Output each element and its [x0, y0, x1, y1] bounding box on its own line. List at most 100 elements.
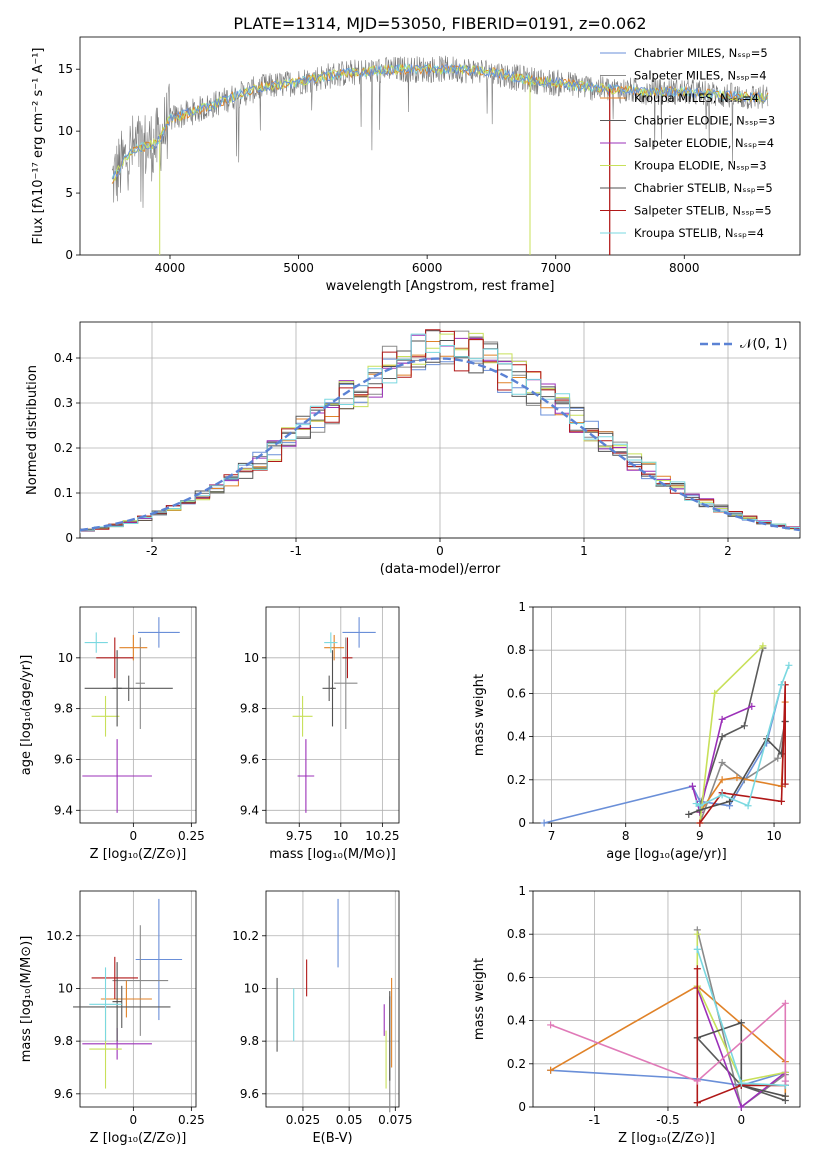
z_age-frame — [79, 606, 197, 824]
y-tick-label: 10 — [58, 124, 73, 138]
weight-line — [550, 1001, 787, 1083]
x-tick-label: 0.025 — [286, 1113, 320, 1127]
y-tick-label: 0 — [518, 1100, 526, 1114]
weight-marker — [718, 733, 726, 741]
weight-marker — [718, 791, 726, 799]
weight-marker — [777, 681, 785, 689]
y-tick-label: 9.6 — [54, 1087, 73, 1101]
y-tick-label: 1 — [518, 884, 526, 898]
z_mass-ylabel: mass [log₁₀(M/M⊙)] — [19, 936, 34, 1063]
y-tick-label: 0.2 — [507, 1057, 526, 1071]
weight-marker — [547, 1066, 555, 1074]
weight-marker — [740, 722, 748, 730]
x-tick-label: 10 — [333, 829, 348, 843]
y-tick-label: 0.6 — [507, 686, 526, 700]
weight-line — [543, 684, 783, 824]
residuals-ylabel: Normed distribution — [25, 365, 40, 495]
y-tick-label: 15 — [58, 62, 73, 76]
mass_age-xlabel: mass [log₁₀(M/M⊙)] — [269, 847, 396, 862]
y-tick-label: 9.4 — [54, 803, 73, 817]
y-tick-label: 0.1 — [54, 486, 73, 500]
weight-marker — [785, 661, 793, 669]
y-tick-label: 9.8 — [54, 702, 73, 716]
y-tick-label: 1 — [518, 600, 526, 614]
x-tick-label: 0 — [130, 829, 138, 843]
y-tick-label: 9.8 — [240, 702, 259, 716]
x-tick-label: 0.075 — [378, 1113, 412, 1127]
weight-line — [696, 934, 786, 1083]
x-tick-label: 6000 — [412, 261, 443, 275]
weight-marker — [693, 965, 701, 973]
y-tick-label: 0.4 — [54, 351, 73, 365]
weight-marker — [774, 754, 782, 762]
y-tick-label: 9.6 — [240, 752, 259, 766]
y-tick-label: 5 — [65, 186, 73, 200]
weight-marker — [781, 780, 789, 788]
x-tick-label: 5000 — [283, 261, 314, 275]
weight-marker — [718, 759, 726, 767]
residuals-xlabel: (data-model)/error — [380, 562, 501, 577]
ebv_mass-axes — [262, 891, 399, 1111]
y-tick-label: 10 — [58, 651, 73, 665]
weight-marker — [748, 702, 756, 710]
weight-marker — [718, 715, 726, 723]
y-tick-label: 0.8 — [507, 927, 526, 941]
spectrum-lines — [111, 55, 769, 255]
spectrum-title: PLATE=1314, MJD=53050, FIBERID=0191, z=0… — [233, 14, 646, 33]
mass_age-axes — [262, 607, 399, 827]
ebv_mass-xlabel: E(B-V) — [312, 1131, 352, 1146]
spectrum-axes — [76, 68, 685, 259]
weight-marker — [696, 819, 704, 827]
x-tick-label: 9 — [696, 829, 704, 843]
ebv_mass-errorbars — [276, 898, 393, 1113]
legend-entry: Chabrier STELIB, Nₛₛₚ=5 — [634, 181, 773, 195]
z_age-axes — [76, 607, 196, 827]
y-tick-label: 0.2 — [54, 441, 73, 455]
legend-entry: Salpeter MILES, Nₛₛₚ=4 — [634, 69, 767, 83]
weight-marker — [693, 930, 701, 938]
residual-histograms — [80, 329, 800, 534]
weight-marker — [733, 774, 741, 782]
spectrum-frame — [79, 36, 801, 256]
weight-marker — [726, 797, 734, 805]
residuals-axes — [76, 322, 800, 542]
z_age-errorbars — [82, 617, 180, 813]
z_weight-ylabel: mass weight — [472, 958, 487, 1040]
legend-entry: Kroupa MILES, Nₛₛₚ=4 — [634, 91, 759, 105]
z_mass-errorbars — [73, 898, 183, 1089]
x-tick-label: -1 — [589, 1113, 601, 1127]
weight-marker — [781, 1092, 789, 1100]
x-tick-label: 8000 — [669, 261, 700, 275]
y-tick-label: 0 — [65, 248, 73, 262]
weight-line — [697, 1021, 786, 1097]
x-tick-label: 10.25 — [365, 829, 399, 843]
y-tick-label: 0 — [518, 816, 526, 830]
weight-marker — [685, 810, 693, 818]
y-tick-label: 9.4 — [240, 803, 259, 817]
normal-curve — [80, 357, 800, 532]
y-tick-label: 10 — [244, 981, 259, 995]
y-tick-label: 10 — [58, 981, 73, 995]
mass_age-errorbars — [292, 617, 376, 813]
x-tick-label: 1 — [580, 544, 588, 558]
y-tick-label: 9.8 — [54, 1034, 73, 1048]
z_mass-axes — [76, 891, 196, 1111]
mass_age-frame — [265, 606, 400, 824]
x-tick-label: 0 — [737, 1113, 745, 1127]
x-tick-label: 0 — [130, 1113, 138, 1127]
spectrum-ylabel: Flux [fλ10⁻¹⁷ erg cm⁻² s⁻¹ A⁻¹] — [31, 48, 46, 245]
y-tick-label: 0.8 — [507, 643, 526, 657]
weight-line — [688, 721, 786, 816]
x-tick-label: 10 — [766, 829, 781, 843]
z_weight-frame — [532, 890, 801, 1108]
residuals-frame — [79, 321, 801, 539]
legend-entry: Kroupa STELIB, Nₛₛₚ=4 — [634, 226, 764, 240]
y-tick-label: 0.3 — [54, 396, 73, 410]
x-tick-label: -1 — [290, 544, 302, 558]
weight-marker — [693, 1099, 701, 1107]
weight-line — [691, 705, 753, 816]
weight-line — [696, 968, 786, 1104]
y-tick-label: 0.4 — [507, 1014, 526, 1028]
spectrum-model-line — [111, 62, 769, 180]
